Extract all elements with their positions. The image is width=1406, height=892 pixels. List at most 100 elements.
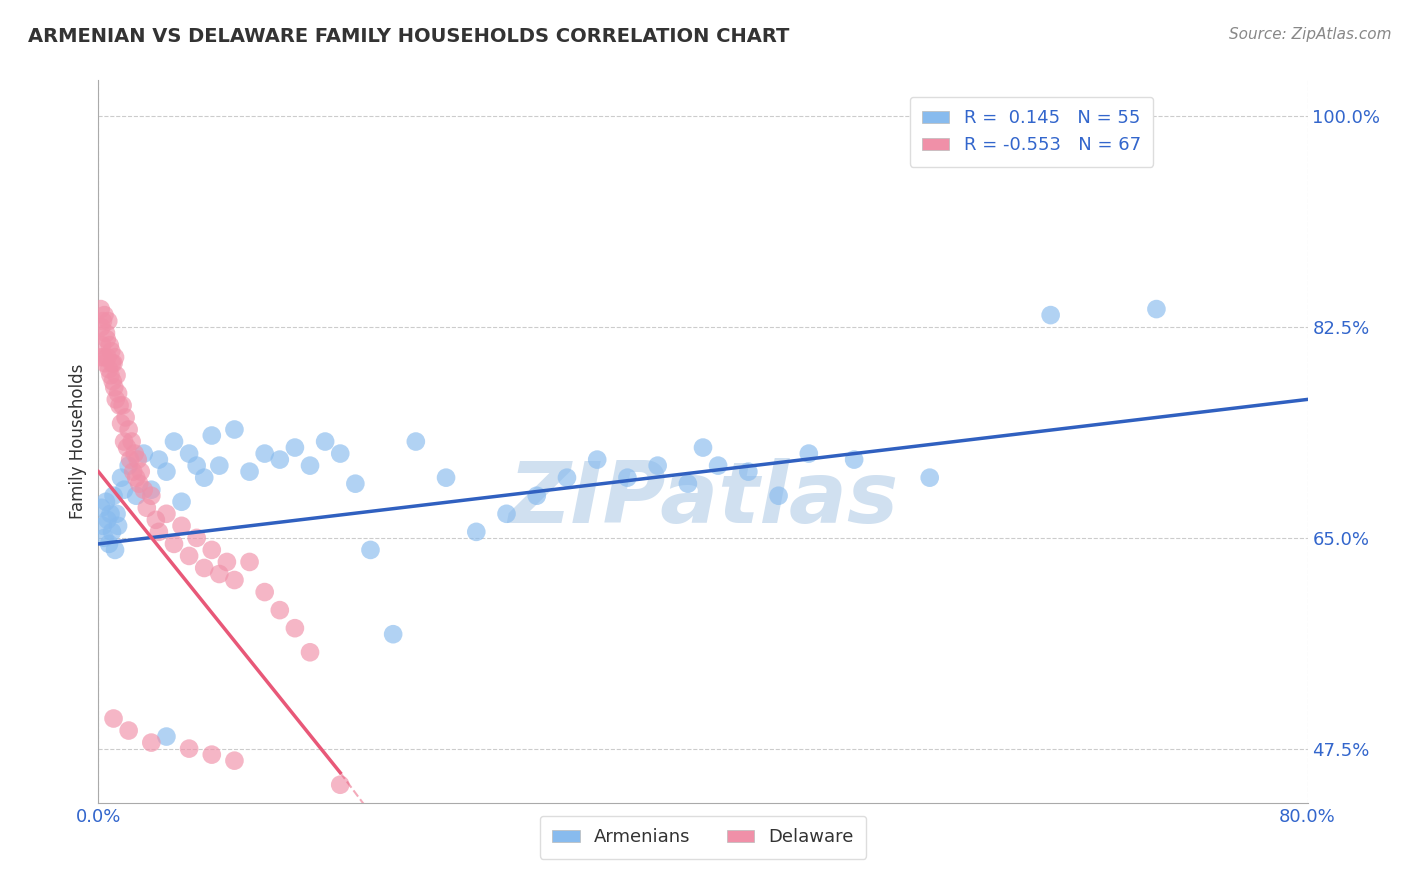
Point [201, 428, 224, 442]
Point [707, 458, 730, 473]
Point [129, 465, 152, 479]
Point [253, 446, 276, 460]
Point [101, 375, 124, 389]
Point [98, 537, 121, 551]
Point [495, 507, 517, 521]
Point [100, 368, 122, 383]
Point [1039, 308, 1062, 322]
Point [114, 410, 136, 425]
Point [148, 452, 170, 467]
Point [193, 561, 215, 575]
Point [97, 314, 120, 328]
Point [96, 513, 118, 527]
Point [107, 386, 129, 401]
Point [405, 434, 427, 449]
Text: ARMENIAN VS DELAWARE FAMILY HOUSEHOLDS CORRELATION CHART: ARMENIAN VS DELAWARE FAMILY HOUSEHOLDS C… [28, 27, 790, 45]
Point [269, 452, 291, 467]
Point [94, 356, 117, 370]
Point [118, 458, 141, 473]
Point [103, 356, 125, 370]
Point [104, 350, 127, 364]
Point [465, 524, 488, 539]
Point [179, 446, 201, 460]
Point [170, 494, 193, 508]
Point [94, 494, 117, 508]
Point [90, 320, 112, 334]
Point [145, 513, 167, 527]
Point [163, 537, 186, 551]
Point [692, 441, 714, 455]
Point [141, 735, 163, 749]
Point [284, 441, 307, 455]
Point [98, 338, 121, 352]
Point [179, 549, 201, 563]
Point [768, 489, 790, 503]
Point [110, 417, 132, 431]
Point [125, 489, 148, 503]
Point [555, 471, 578, 485]
Point [93, 308, 115, 322]
Point [155, 730, 177, 744]
Point [124, 446, 146, 460]
Point [94, 326, 117, 340]
Point [101, 356, 124, 370]
Point [89, 350, 111, 364]
Point [676, 476, 699, 491]
Point [844, 452, 866, 467]
Point [98, 362, 121, 376]
Point [526, 489, 548, 503]
Point [100, 507, 122, 521]
Point [586, 452, 609, 467]
Point [208, 567, 231, 582]
Point [122, 465, 145, 479]
Point [127, 452, 149, 467]
Point [163, 434, 186, 449]
Point [103, 489, 125, 503]
Point [90, 500, 112, 515]
Point [314, 434, 336, 449]
Point [253, 585, 276, 599]
Point [239, 465, 262, 479]
Point [93, 350, 115, 364]
Point [135, 500, 157, 515]
Point [186, 531, 208, 545]
Point [91, 314, 114, 328]
Point [132, 483, 155, 497]
Point [193, 471, 215, 485]
Point [344, 476, 367, 491]
Point [360, 542, 382, 557]
Point [434, 471, 457, 485]
Point [108, 398, 131, 412]
Text: ZIPatlas: ZIPatlas [508, 458, 898, 541]
Point [269, 603, 291, 617]
Point [224, 754, 246, 768]
Point [201, 747, 224, 762]
Point [186, 458, 208, 473]
Legend: Armenians, Delaware: Armenians, Delaware [540, 815, 866, 859]
Point [105, 368, 128, 383]
Point [101, 524, 124, 539]
Point [208, 458, 231, 473]
Point [1146, 301, 1168, 317]
Point [329, 446, 352, 460]
Point [155, 465, 177, 479]
Point [105, 507, 128, 521]
Point [107, 518, 129, 533]
Point [215, 555, 238, 569]
Point [100, 344, 122, 359]
Point [112, 483, 135, 497]
Point [110, 471, 132, 485]
Point [224, 422, 246, 436]
Point [125, 471, 148, 485]
Point [239, 555, 262, 569]
Point [91, 518, 114, 533]
Point [120, 452, 142, 467]
Point [284, 621, 307, 635]
Point [797, 446, 820, 460]
Point [90, 301, 112, 317]
Point [616, 471, 638, 485]
Point [118, 422, 141, 436]
Point [93, 531, 115, 545]
Point [179, 741, 201, 756]
Point [104, 392, 127, 407]
